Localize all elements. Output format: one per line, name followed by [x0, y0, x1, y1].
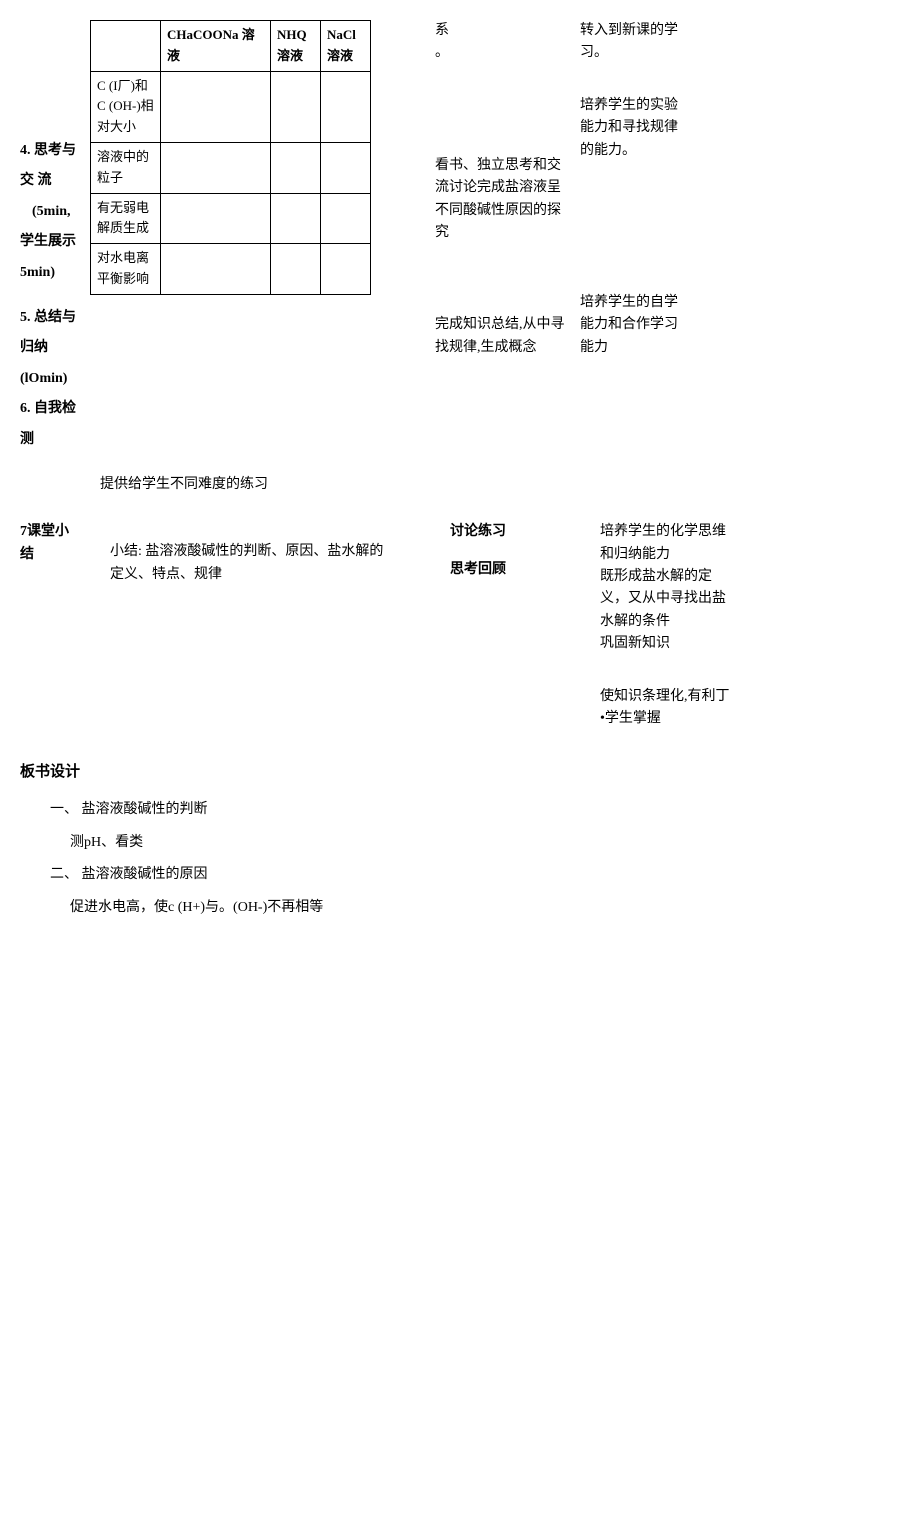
board-sub-2: 促进水电高，使c (H+)与。(OH-)不再相等 — [70, 897, 900, 919]
lesson-7-row: 7课堂小 结 小结: 盐溶液酸碱性的判断、原因、盐水解的 定义、特点、规律 讨论… — [20, 521, 900, 730]
table-cell — [161, 193, 271, 244]
table-cell: 有无弱电解质生成 — [91, 193, 161, 244]
lesson-7-activity: 讨论练习 思考回顾 — [450, 521, 580, 730]
lesson-7-content: 小结: 盐溶液酸碱性的判断、原因、盐水解的 定义、特点、规律 — [110, 521, 430, 730]
lesson-7-purpose: 培养学生的化学思维和归纳能力 既形成盐水解的定义，又从中寻找出盐水解的条件 巩固… — [600, 521, 730, 730]
step-4b: 交 流 — [20, 170, 90, 192]
table-column: CHaCOONa 溶液 NHQ溶液 NaCl溶液 C (I厂)和 C (OH-)… — [90, 20, 420, 459]
table-row: C (I厂)和 C (OH-)相对大小 — [91, 71, 371, 142]
table-cell — [321, 142, 371, 193]
table-header-2: NHQ溶液 — [271, 21, 321, 72]
board-item-2: 二、 盐溶液酸碱性的原因 — [50, 864, 900, 886]
board-design-section: 板书设计 一、 盐溶液酸碱性的判断 测pH、看类 二、 盐溶液酸碱性的原因 促进… — [20, 760, 900, 919]
table-cell — [161, 142, 271, 193]
lesson-7-label: 7课堂小 结 — [20, 521, 90, 730]
step-5b: 归纳 — [20, 337, 90, 359]
step-6b: 测 — [20, 429, 90, 451]
table-row: 溶液中的粒子 — [91, 142, 371, 193]
purpose-text-2: 培养学生的实验能力和寻找规律的能力。 — [580, 95, 690, 162]
solution-table: CHaCOONa 溶液 NHQ溶液 NaCl溶液 C (I厂)和 C (OH-)… — [90, 20, 371, 295]
main-content-grid: 4. 思考与 交 流 (5min, 学生展示 5min) 5. 总结与 归纳 (… — [20, 20, 900, 459]
table-row: 对水电离平衡影响 — [91, 244, 371, 295]
board-title: 板书设计 — [20, 760, 900, 784]
purpose-column: 转入到新课的学习。 培养学生的实验能力和寻找规律的能力。 培养学生的自学能力和合… — [570, 20, 690, 459]
table-cell — [271, 71, 321, 142]
table-cell — [321, 244, 371, 295]
table-header-row: CHaCOONa 溶液 NHQ溶液 NaCl溶液 — [91, 21, 371, 72]
table-cell — [321, 71, 371, 142]
step-4c: (5min, — [20, 201, 90, 223]
table-header-empty — [91, 21, 161, 72]
purpose-text-1: 转入到新课的学习。 — [580, 20, 690, 65]
table-cell: 溶液中的粒子 — [91, 142, 161, 193]
table-cell — [161, 244, 271, 295]
activity-text-2: 看书、独立思考和交流讨论完成盐溶液呈不同酸碱性原因的探究 — [435, 155, 570, 245]
step-5: 5. 总结与 — [20, 307, 90, 329]
practice-text: 提供给学生不同难度的练习 — [100, 474, 900, 496]
table-cell — [271, 244, 321, 295]
table-cell — [321, 193, 371, 244]
board-item-1: 一、 盐溶液酸碱性的判断 — [50, 799, 900, 821]
purpose-text-3: 培养学生的自学能力和合作学习能力 — [580, 292, 690, 359]
table-cell — [161, 71, 271, 142]
step-4e: 5min) — [20, 262, 90, 284]
activity-text-3: 完成知识总结,从中寻找规律,生成概念 — [435, 314, 570, 359]
board-sub-1: 测pH、看类 — [70, 832, 900, 854]
table-header-1: CHaCOONa 溶液 — [161, 21, 271, 72]
table-cell: 对水电离平衡影响 — [91, 244, 161, 295]
step-6: 6. 自我检 — [20, 398, 90, 420]
table-cell — [271, 193, 321, 244]
left-step-column: 4. 思考与 交 流 (5min, 学生展示 5min) 5. 总结与 归纳 (… — [20, 20, 90, 459]
table-cell: C (I厂)和 C (OH-)相对大小 — [91, 71, 161, 142]
table-row: 有无弱电解质生成 — [91, 193, 371, 244]
activity-text-1: 系 。 — [435, 20, 570, 65]
step-5c: (lOmin) — [20, 368, 90, 390]
table-cell — [271, 142, 321, 193]
step-4: 4. 思考与 — [20, 140, 90, 162]
table-header-3: NaCl溶液 — [321, 21, 371, 72]
step-4d: 学生展示 — [20, 231, 90, 253]
student-activity-column: 系 。 看书、独立思考和交流讨论完成盐溶液呈不同酸碱性原因的探究 完成知识总结,… — [420, 20, 570, 459]
